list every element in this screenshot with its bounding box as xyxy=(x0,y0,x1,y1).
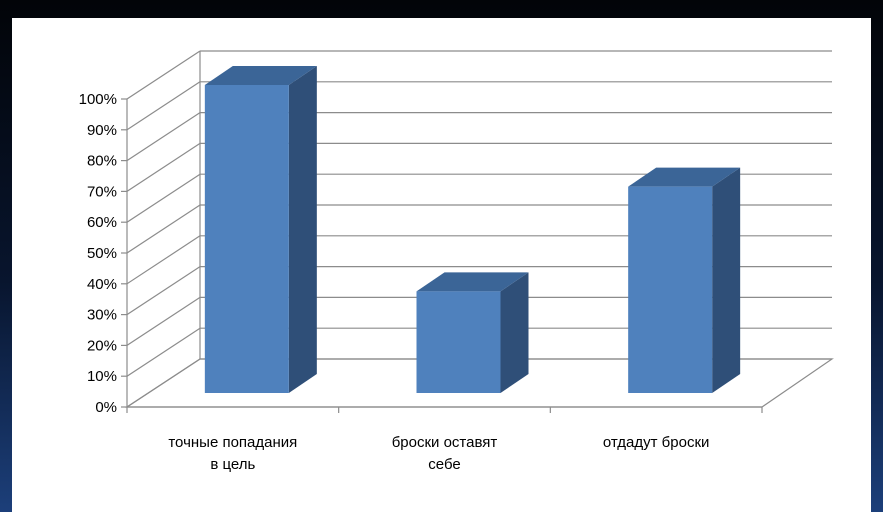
bar-side xyxy=(288,66,317,393)
gridline-side xyxy=(126,142,201,192)
bar-top xyxy=(416,272,529,292)
gridline-side xyxy=(126,81,201,131)
y-tick-label: 90% xyxy=(87,122,117,139)
x-category-label: броски оставят себе xyxy=(392,434,498,473)
bar-top xyxy=(204,66,317,85)
gridline-side xyxy=(126,296,201,346)
bar-front xyxy=(204,85,289,393)
gridline-side xyxy=(126,235,201,285)
bar xyxy=(416,272,529,393)
y-tick-label: 80% xyxy=(87,153,117,170)
y-tick-label: 100% xyxy=(79,91,117,108)
bar-front xyxy=(416,291,501,393)
bar xyxy=(204,66,317,393)
bar xyxy=(628,167,741,393)
gridline-side xyxy=(126,204,201,254)
y-tick-label: 50% xyxy=(87,245,117,262)
x-axis-labels: точные попадания в цель броски оставят себе… xyxy=(126,407,763,473)
x-category-label: отдадут броски xyxy=(603,434,710,451)
bar-chart: 0% 10% 20% 30% 40% 50% 60% 70% 80% 90% 100% точные… xyxy=(79,50,834,473)
chart-panel: 0% 10% 20% 30% 40% 50% 60% 70% 80% 90% 100% точные… xyxy=(12,18,871,512)
gridline-side xyxy=(126,327,201,377)
gridline-side xyxy=(126,112,201,162)
gridline-side xyxy=(126,266,201,316)
bar-side xyxy=(500,272,529,393)
x-category-label: точные попадания в цель xyxy=(168,434,297,473)
y-tick-label: 20% xyxy=(87,337,117,354)
gridline-side xyxy=(126,173,201,223)
y-tick-label: 60% xyxy=(87,214,117,231)
gridline-side xyxy=(126,358,201,408)
bar-top xyxy=(628,167,741,187)
y-tick-label: 0% xyxy=(95,399,117,416)
bars xyxy=(204,66,741,393)
y-axis-ticks: 0% 10% 20% 30% 40% 50% 60% 70% 80% 90% 100% xyxy=(79,91,127,416)
bar-front xyxy=(628,186,713,393)
y-tick-label: 30% xyxy=(87,307,117,324)
y-tick-label: 10% xyxy=(87,368,117,385)
y-tick-label: 70% xyxy=(87,183,117,200)
gridline-side xyxy=(126,50,201,100)
y-tick-label: 40% xyxy=(87,276,117,293)
bar-side xyxy=(712,167,741,393)
